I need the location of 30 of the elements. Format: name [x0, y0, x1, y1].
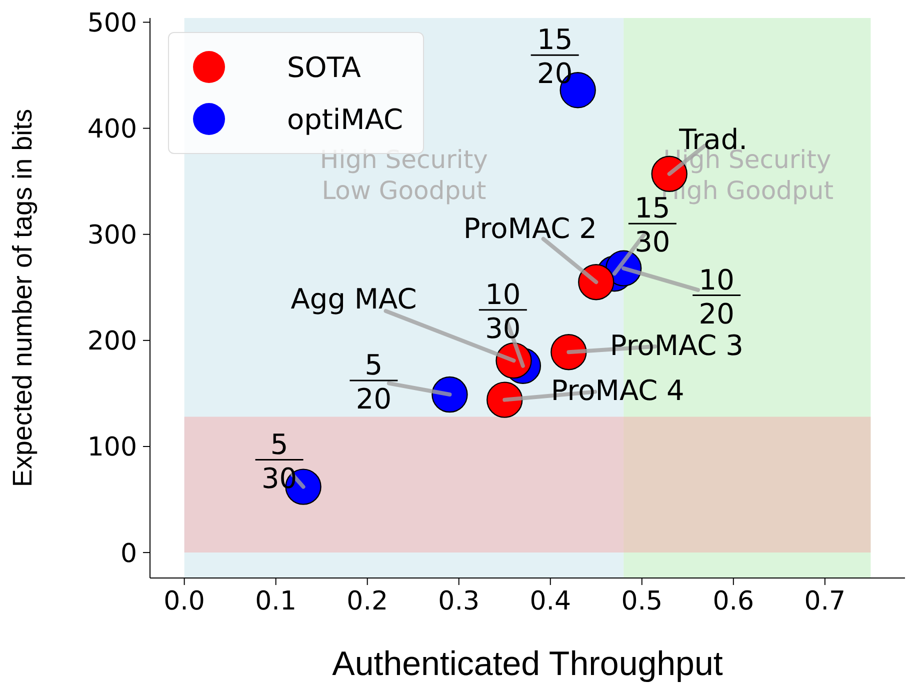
x-tick-label: 0.1: [255, 586, 297, 616]
y-tick-label: 300: [87, 220, 137, 251]
legend-label: SOTA: [287, 50, 361, 84]
annotation: 5 20: [356, 348, 392, 416]
x-tick-label: 0.0: [164, 586, 205, 616]
y-axis-title: Expected number of tags in bits: [8, 108, 38, 488]
annotation: ProMAC 2: [463, 212, 597, 246]
x-tick-label: 0.2: [346, 586, 388, 616]
annotation: 10 20: [698, 263, 734, 330]
annotation: ProMAC 3: [610, 329, 744, 362]
point: [432, 376, 468, 413]
annotation: Agg MAC: [290, 282, 417, 316]
annotation: ProMAC 4: [550, 374, 684, 407]
annotation: 15 20: [537, 23, 573, 90]
band-label: High Security Low Goodput: [320, 145, 488, 205]
x-tick-label: 0.6: [712, 586, 754, 616]
x-axis-title: Authenticated Throughput: [332, 645, 724, 683]
y-tick-label: 500: [87, 8, 137, 38]
y-tick-label: 100: [87, 432, 137, 463]
annotation: 10 30: [485, 278, 521, 345]
x-tick-label: 0.4: [530, 586, 572, 616]
point: [486, 382, 523, 418]
point: [550, 334, 587, 370]
y-tick-label: 0: [120, 538, 137, 569]
x-tick-label: 0.5: [621, 586, 663, 616]
y-tick-label: 200: [87, 326, 137, 357]
x-tick-label: 0.3: [438, 586, 480, 616]
y-tick-label: 400: [87, 114, 137, 145]
x-tick-label: 0.7: [804, 586, 846, 616]
legend-label: optiMAC: [287, 102, 404, 136]
